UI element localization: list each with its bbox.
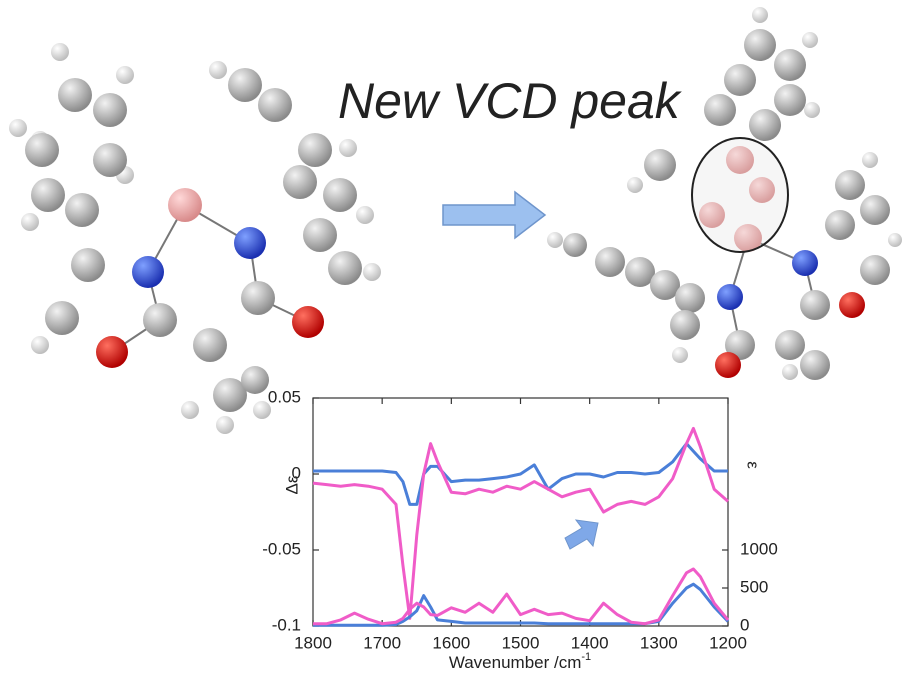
x-axis-label-sup: -1	[581, 651, 591, 663]
y2-axis-label: ε	[744, 461, 763, 469]
series-line	[313, 584, 728, 625]
x-axis-label-text: Wavenumber /cm	[449, 653, 582, 672]
plot-frame	[313, 398, 728, 626]
y2-tick-label: 500	[740, 577, 768, 596]
molecule-left	[9, 43, 381, 434]
series-line	[313, 428, 728, 618]
molecule-right	[547, 7, 902, 380]
series-line	[313, 569, 728, 624]
x-axis-label: Wavenumber /cm-1	[449, 651, 591, 673]
page: New VCD peak Δε ε Wavenumber /cm-1 18001…	[0, 0, 904, 684]
annotation: New VCD peak	[338, 73, 683, 129]
x-tick-label: 1300	[640, 633, 678, 652]
arrow	[443, 192, 545, 238]
peak-arrow	[565, 520, 598, 549]
series-line	[313, 444, 728, 505]
x-tick-label: 1600	[432, 633, 470, 652]
y2-tick-label: 1000	[740, 539, 778, 558]
x-tick-label: 1500	[502, 633, 540, 652]
y-tick-label: -0.1	[272, 615, 301, 634]
y-tick-label: 0	[292, 463, 301, 482]
figure: New VCD peak Δε ε Wavenumber /cm-1 18001…	[0, 0, 904, 679]
x-tick-label: 1200	[709, 633, 747, 652]
x-tick-label: 1400	[571, 633, 609, 652]
y2-tick-label: 0	[740, 615, 749, 634]
y-tick-label: -0.05	[262, 539, 301, 558]
x-tick-label: 1800	[294, 633, 332, 652]
x-tick-label: 1700	[363, 633, 401, 652]
y-tick-label: 0.05	[268, 387, 301, 406]
